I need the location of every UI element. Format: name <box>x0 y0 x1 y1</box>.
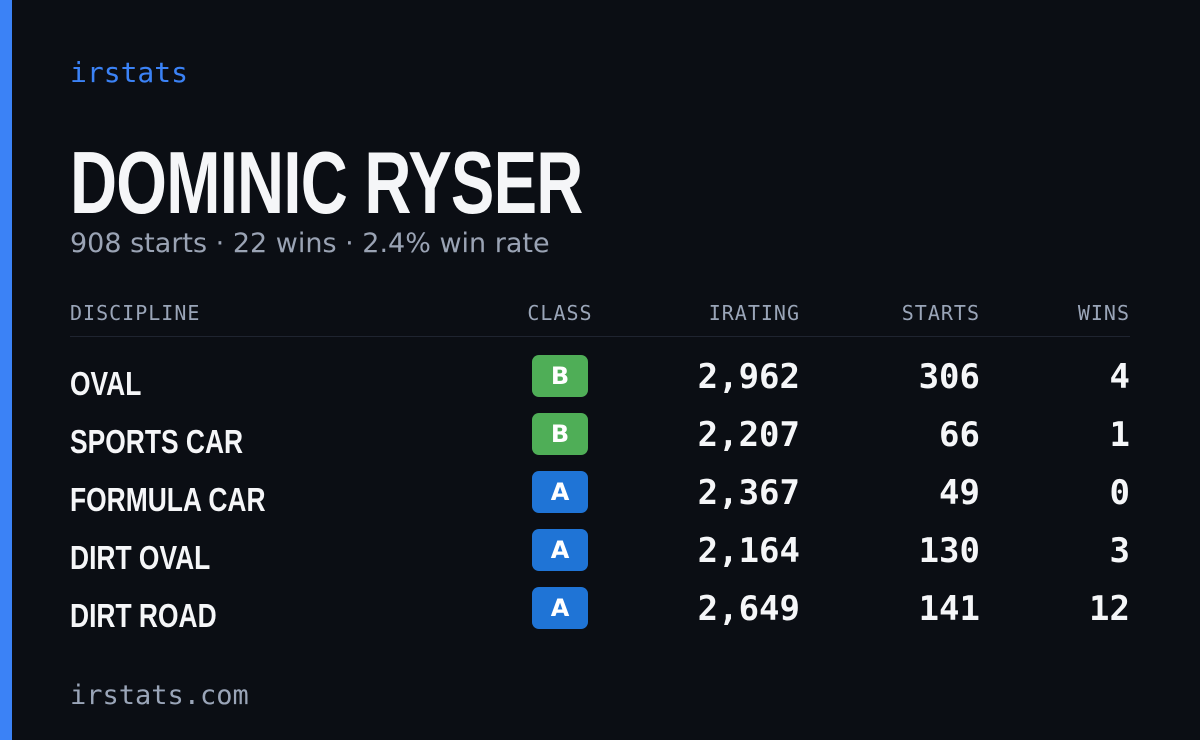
class-badge: A <box>532 529 588 571</box>
column-header: WINS <box>1077 301 1130 325</box>
starts: 306 <box>918 357 980 397</box>
wins: 4 <box>1109 357 1130 397</box>
column-header: IRATING <box>708 301 800 325</box>
wins: 0 <box>1109 473 1130 513</box>
class-badge: B <box>532 413 588 455</box>
wins: 1 <box>1109 415 1130 455</box>
irating: 2,962 <box>697 357 800 397</box>
starts: 141 <box>918 589 980 629</box>
starts: 49 <box>939 473 980 513</box>
driver-summary: 908 starts · 22 wins · 2.4% win rate <box>70 228 550 259</box>
irating: 2,649 <box>697 589 800 629</box>
driver-name: DOMINIC RYSER <box>70 133 583 232</box>
discipline: OVAL <box>70 365 142 402</box>
discipline: DIRT OVAL <box>70 539 211 576</box>
discipline: DIRT ROAD <box>70 597 217 634</box>
column-header: CLASS <box>527 301 593 325</box>
wins: 3 <box>1109 531 1130 571</box>
class-badge: A <box>532 587 588 629</box>
discipline: SPORTS CAR <box>70 423 244 460</box>
irating: 2,367 <box>697 473 800 513</box>
column-header: DISCIPLINE <box>70 301 201 325</box>
header-rule <box>70 336 1130 337</box>
irating: 2,164 <box>697 531 800 571</box>
brand: irstats <box>70 56 189 89</box>
class-badge: A <box>532 471 588 513</box>
class-badge: B <box>532 355 588 397</box>
irating: 2,207 <box>697 415 800 455</box>
starts: 130 <box>918 531 980 571</box>
discipline: FORMULA CAR <box>70 481 266 518</box>
wins: 12 <box>1089 589 1130 629</box>
starts: 66 <box>939 415 980 455</box>
accent-bar <box>0 0 12 740</box>
column-header: STARTS <box>901 301 980 325</box>
footer: irstats.com <box>70 680 249 711</box>
